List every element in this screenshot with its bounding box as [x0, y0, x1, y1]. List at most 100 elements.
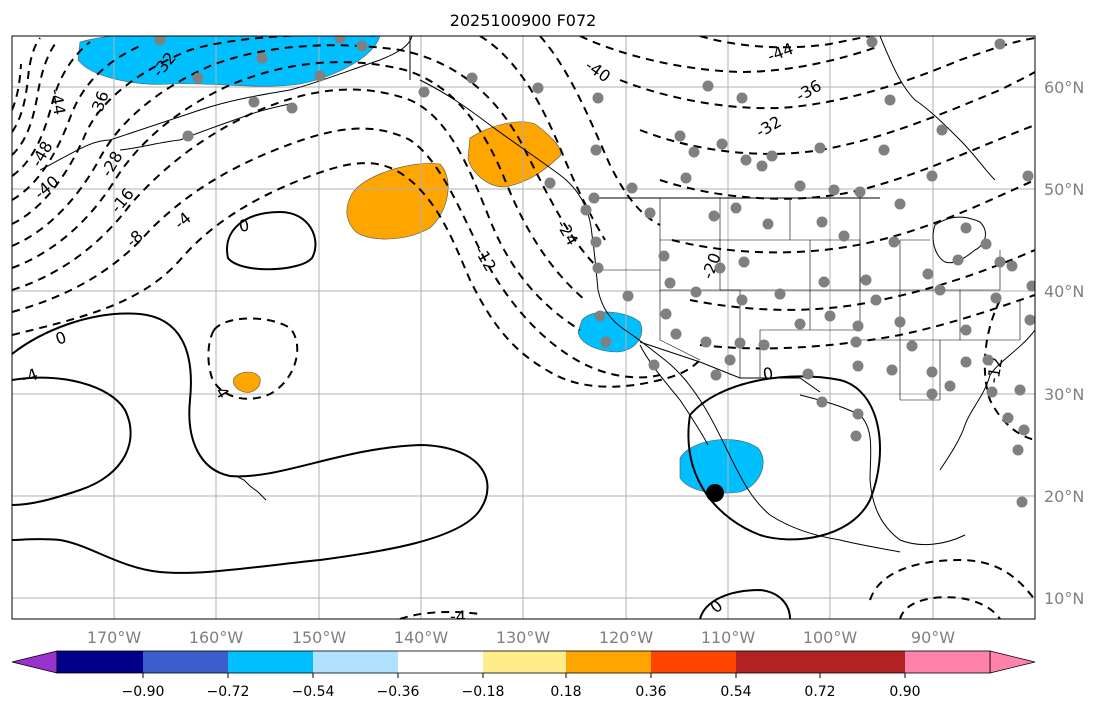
- colorbar-segment: [483, 651, 566, 673]
- colorbar-tick-labels: −0.90 −0.72 −0.54 −0.36 −0.18 0.18 0.36 …: [122, 673, 921, 700]
- colorbar-tick-label: 0.90: [889, 684, 920, 700]
- station-dot: [356, 40, 368, 52]
- station-dot: [1022, 170, 1034, 182]
- station-dot: [894, 316, 906, 328]
- lat-label: 10°N: [1044, 589, 1084, 608]
- station-dot: [594, 310, 606, 322]
- colorbar-segment: [398, 651, 483, 673]
- station-dot: [870, 294, 882, 306]
- colorbar-tick-label: 0.36: [635, 684, 666, 700]
- lon-label: 110°W: [701, 628, 756, 647]
- station-dot: [648, 359, 660, 371]
- station-dot: [1018, 424, 1030, 436]
- station-dot: [714, 262, 726, 274]
- station-dot: [960, 324, 972, 336]
- station-dot: [734, 337, 746, 349]
- storm-center-marker: [706, 484, 724, 502]
- contour-label: 0: [237, 215, 250, 235]
- station-dot: [944, 380, 956, 392]
- station-dot: [990, 292, 1002, 304]
- station-dot: [660, 308, 672, 320]
- station-dot: [680, 172, 692, 184]
- station-dot: [852, 320, 864, 332]
- lon-label: 120°W: [599, 628, 654, 647]
- station-dot: [674, 130, 686, 142]
- colorbar-segment: [228, 651, 313, 673]
- station-dot: [852, 408, 864, 420]
- lon-label: 90°W: [911, 628, 955, 647]
- station-dot: [544, 177, 556, 189]
- station-dot: [590, 144, 602, 156]
- lon-label: 170°W: [87, 628, 142, 647]
- coastline-great-lakes: [932, 216, 986, 264]
- lon-label: 100°W: [803, 628, 858, 647]
- contour-dashed-24: [12, 36, 380, 225]
- station-dot: [926, 170, 938, 182]
- colorbar-segment: [651, 651, 736, 673]
- contour-four-south: [12, 376, 132, 506]
- station-dot: [906, 340, 918, 352]
- station-dot: [980, 238, 992, 250]
- station-dot: [592, 262, 604, 274]
- station-dot: [794, 318, 806, 330]
- contour-dashed-20n: [689, 249, 1035, 311]
- coastline-hawaii: [235, 475, 267, 501]
- colorbar-segment: [143, 651, 228, 673]
- colorbar-tick-label: −0.18: [462, 684, 505, 700]
- station-dot: [664, 277, 676, 289]
- station-dot: [730, 202, 742, 214]
- positive-anomaly-pacific: [346, 163, 449, 240]
- longitude-labels: 170°W 160°W 150°W 140°W 130°W 120°W 110°…: [87, 628, 955, 647]
- station-dot: [986, 386, 998, 398]
- station-dot: [334, 36, 346, 44]
- station-dot: [854, 186, 866, 198]
- station-dot: [600, 336, 612, 348]
- colorbar-segment: [57, 651, 143, 673]
- station-dot: [850, 430, 862, 442]
- station-dot: [960, 222, 972, 234]
- station-dot: [700, 336, 712, 348]
- coastline-east: [939, 329, 1035, 471]
- positive-anomaly-bc: [467, 121, 562, 188]
- station-dot: [710, 369, 722, 381]
- coastline-aleutians: [119, 103, 291, 151]
- station-dot: [886, 364, 898, 376]
- station-dot: [960, 356, 972, 368]
- station-dot: [588, 192, 600, 204]
- station-dot: [1016, 496, 1028, 508]
- contour-zero-south: [12, 312, 489, 574]
- station-dot: [816, 216, 828, 228]
- stations: [154, 36, 1035, 508]
- station-dot: [644, 207, 656, 219]
- contour-label: -44: [46, 87, 69, 116]
- contour-dashed-16: [12, 61, 586, 301]
- lon-label: 160°W: [189, 628, 244, 647]
- negative-anomaly-alaska: [77, 36, 381, 87]
- station-dot: [894, 198, 906, 210]
- station-dot: [922, 268, 934, 280]
- station-dot: [658, 250, 670, 262]
- contour-dashed-40n: [579, 36, 881, 74]
- contour-dashed-12: [12, 88, 581, 331]
- contour-dashed-bottom: [399, 610, 481, 619]
- station-dot: [816, 396, 828, 408]
- station-dot: [708, 210, 720, 222]
- map-area: -44 -36 -48 -40 -28 -32 -16 -8 -4 0 -40 …: [12, 36, 1035, 619]
- colorbar: [11, 650, 1036, 674]
- contour-label: -4: [19, 364, 40, 387]
- lon-label: 150°W: [292, 628, 347, 647]
- station-dot: [466, 72, 478, 84]
- station-dot: [860, 274, 872, 286]
- colorbar-tick-label: −0.54: [292, 684, 335, 700]
- station-dot: [286, 102, 298, 114]
- contour-zero-closed: [226, 210, 317, 271]
- positive-anomaly-subtropical: [233, 371, 261, 393]
- colorbar-tick-label: 0.72: [804, 684, 835, 700]
- station-dot: [592, 92, 604, 104]
- station-dot: [314, 70, 326, 82]
- coastline-west-north-america: [419, 79, 901, 553]
- colorbar-tick-label: −0.36: [377, 684, 420, 700]
- map-title: 2025100900 F072: [450, 11, 597, 30]
- station-dot: [952, 254, 964, 266]
